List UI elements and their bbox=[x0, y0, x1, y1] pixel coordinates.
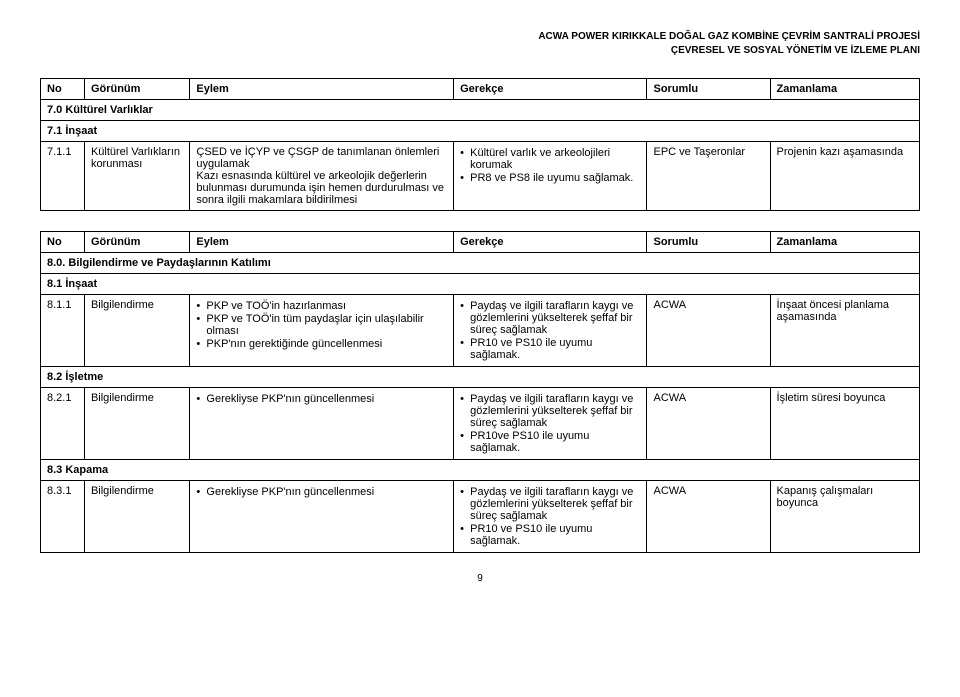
eylem-item: PKP'nın gerektiğinde güncellenmesi bbox=[196, 338, 447, 350]
table-8: No Görünüm Eylem Gerekçe Sorumlu Zamanla… bbox=[40, 231, 920, 553]
cell-sorumlu: EPC ve Taşeronlar bbox=[647, 142, 770, 211]
cell-gerekce: Paydaş ve ilgili tarafların kaygı ve göz… bbox=[454, 388, 647, 460]
cell-sorumlu: ACWA bbox=[647, 481, 770, 553]
cell-sorumlu: ACWA bbox=[647, 388, 770, 460]
cell-gerekce: Paydaş ve ilgili tarafların kaygı ve göz… bbox=[454, 295, 647, 367]
section-8-3: 8.3 Kapama bbox=[41, 460, 920, 481]
sub-no: 8.1 bbox=[47, 278, 62, 290]
col-gerekce: Gerekçe bbox=[454, 79, 647, 100]
page-number: 9 bbox=[40, 573, 920, 584]
cell-zaman: İşletim süresi boyunca bbox=[770, 388, 919, 460]
eylem-item: Gerekliyse PKP'nın güncellenmesi bbox=[196, 393, 447, 405]
cell-zaman: Kapanış çalışmaları boyunca bbox=[770, 481, 919, 553]
section-7-1: 7.1 İnşaat bbox=[41, 121, 920, 142]
gerekce-item: PR10 ve PS10 ile uyumu sağlamak. bbox=[460, 337, 640, 361]
section-label: Bilgilendirme ve Paydaşlarının Katılımı bbox=[68, 257, 270, 269]
col-eylem: Eylem bbox=[190, 232, 454, 253]
gerekce-item: PR10 ve PS10 ile uyumu sağlamak. bbox=[460, 523, 640, 547]
col-gorunum: Görünüm bbox=[84, 79, 189, 100]
section-label: Kültürel Varlıklar bbox=[65, 104, 152, 116]
header-line2: ÇEVRESEL VE SOSYAL YÖNETİM VE İZLEME PLA… bbox=[671, 45, 920, 56]
cell-eylem: Gerekliyse PKP'nın güncellenmesi bbox=[190, 388, 454, 460]
gerekce-item: PR8 ve PS8 ile uyumu sağlamak. bbox=[460, 172, 640, 184]
gerekce-item: Paydaş ve ilgili tarafların kaygı ve göz… bbox=[460, 486, 640, 522]
row-8-2-1: 8.2.1 Bilgilendirme Gerekliyse PKP'nın g… bbox=[41, 388, 920, 460]
document-header: ACWA POWER KIRIKKALE DOĞAL GAZ KOMBİNE Ç… bbox=[40, 30, 920, 58]
sub-no: 8.2 bbox=[47, 371, 62, 383]
col-zaman: Zamanlama bbox=[770, 232, 919, 253]
col-gerekce: Gerekçe bbox=[454, 232, 647, 253]
row-8-1-1: 8.1.1 Bilgilendirme PKP ve TOÖ'in hazırl… bbox=[41, 295, 920, 367]
col-no: No bbox=[41, 232, 85, 253]
cell-no: 8.1.1 bbox=[41, 295, 85, 367]
col-sorumlu: Sorumlu bbox=[647, 79, 770, 100]
section-8-0: 8.0. Bilgilendirme ve Paydaşlarının Katı… bbox=[41, 253, 920, 274]
cell-eylem: PKP ve TOÖ'in hazırlanması PKP ve TOÖ'in… bbox=[190, 295, 454, 367]
sub-label: İşletme bbox=[65, 371, 103, 383]
section-no: 7.0 bbox=[47, 104, 62, 116]
gerekce-item: Paydaş ve ilgili tarafların kaygı ve göz… bbox=[460, 393, 640, 429]
cell-no: 7.1.1 bbox=[41, 142, 85, 211]
section-7-0: 7.0 Kültürel Varlıklar bbox=[41, 100, 920, 121]
sub-label: İnşaat bbox=[65, 125, 97, 137]
col-no: No bbox=[41, 79, 85, 100]
col-eylem: Eylem bbox=[190, 79, 454, 100]
table-7: No Görünüm Eylem Gerekçe Sorumlu Zamanla… bbox=[40, 78, 920, 211]
cell-gorunum: Kültürel Varlıkların korunması bbox=[84, 142, 189, 211]
row-7-1-1: 7.1.1 Kültürel Varlıkların korunması ÇSE… bbox=[41, 142, 920, 211]
cell-zaman: İnşaat öncesi planlama aşamasında bbox=[770, 295, 919, 367]
gerekce-item: Paydaş ve ilgili tarafların kaygı ve göz… bbox=[460, 300, 640, 336]
cell-eylem: ÇSED ve İÇYP ve ÇSGP de tanımlanan önlem… bbox=[190, 142, 454, 211]
cell-gorunum: Bilgilendirme bbox=[84, 295, 189, 367]
section-no: 8.0. bbox=[47, 257, 65, 269]
col-sorumlu: Sorumlu bbox=[647, 232, 770, 253]
eylem-item: PKP ve TOÖ'in tüm paydaşlar için ulaşıla… bbox=[196, 313, 447, 337]
gerekce-item: Kültürel varlık ve arkeolojileri korumak bbox=[460, 147, 640, 171]
cell-gerekce: Paydaş ve ilgili tarafların kaygı ve göz… bbox=[454, 481, 647, 553]
sub-no: 7.1 bbox=[47, 125, 62, 137]
sub-no: 8.3 bbox=[47, 464, 62, 476]
gerekce-item: PR10ve PS10 ile uyumu sağlamak. bbox=[460, 430, 640, 454]
cell-no: 8.3.1 bbox=[41, 481, 85, 553]
cell-eylem: Gerekliyse PKP'nın güncellenmesi bbox=[190, 481, 454, 553]
section-8-2: 8.2 İşletme bbox=[41, 367, 920, 388]
row-8-3-1: 8.3.1 Bilgilendirme Gerekliyse PKP'nın g… bbox=[41, 481, 920, 553]
cell-sorumlu: ACWA bbox=[647, 295, 770, 367]
section-8-1: 8.1 İnşaat bbox=[41, 274, 920, 295]
cell-no: 8.2.1 bbox=[41, 388, 85, 460]
cell-gerekce: Kültürel varlık ve arkeolojileri korumak… bbox=[454, 142, 647, 211]
sub-label: İnşaat bbox=[65, 278, 97, 290]
sub-label: Kapama bbox=[65, 464, 108, 476]
col-gorunum: Görünüm bbox=[84, 232, 189, 253]
cell-gorunum: Bilgilendirme bbox=[84, 388, 189, 460]
cell-zaman: Projenin kazı aşamasında bbox=[770, 142, 919, 211]
eylem-item: PKP ve TOÖ'in hazırlanması bbox=[196, 300, 447, 312]
eylem-item: Gerekliyse PKP'nın güncellenmesi bbox=[196, 486, 447, 498]
col-zaman: Zamanlama bbox=[770, 79, 919, 100]
header-line1: ACWA POWER KIRIKKALE DOĞAL GAZ KOMBİNE Ç… bbox=[538, 31, 920, 42]
cell-gorunum: Bilgilendirme bbox=[84, 481, 189, 553]
